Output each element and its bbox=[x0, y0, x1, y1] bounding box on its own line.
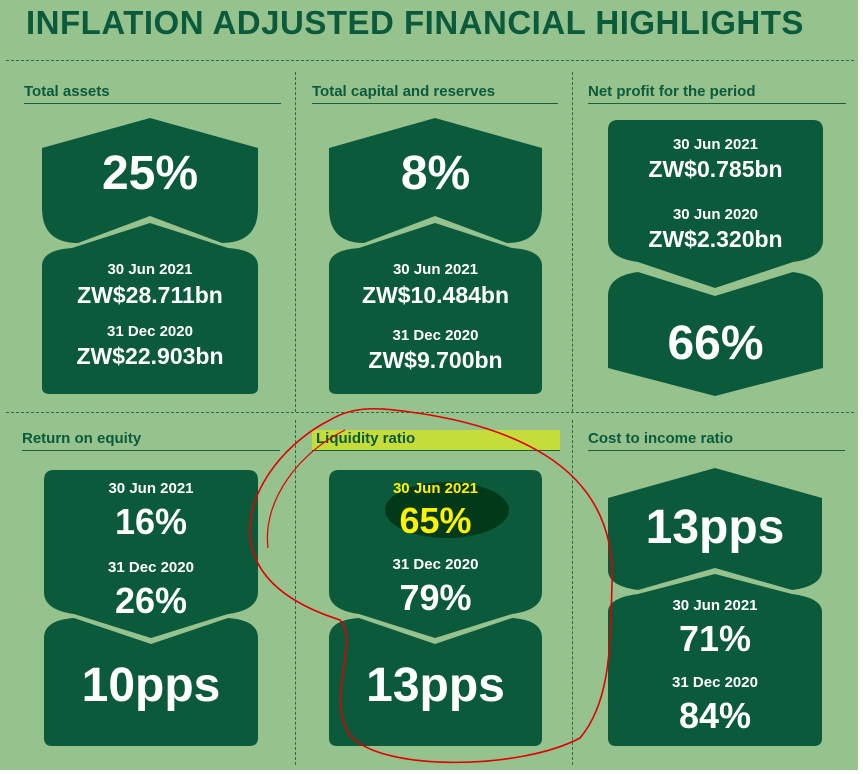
liquidity-value-2: 79% bbox=[399, 577, 472, 618]
roe-change: 10pps bbox=[81, 659, 221, 712]
liquidity-date-1: 30 Jun 2021 bbox=[392, 480, 479, 497]
total-assets-value-1: ZW$28.711bn bbox=[77, 282, 223, 308]
total-assets-shape bbox=[42, 118, 258, 394]
roe-label: Return on equity bbox=[22, 430, 280, 451]
roe-panel: 30 Jun 2021 16% 31 Dec 2020 26% 10pps bbox=[44, 470, 258, 746]
total-assets-value-2: ZW$22.903bn bbox=[76, 343, 224, 369]
liquidity-date-2: 31 Dec 2020 bbox=[392, 556, 479, 573]
divider-col-2-bottom bbox=[572, 420, 573, 765]
net-profit-date-1: 30 Jun 2021 bbox=[672, 136, 759, 153]
capital-panel: 8% 30 Jun 2021 ZW$10.484bn 31 Dec 2020 Z… bbox=[329, 118, 542, 396]
net-profit-value-2: ZW$2.320bn bbox=[648, 226, 783, 252]
net-profit-date-2: 30 Jun 2020 bbox=[672, 206, 759, 223]
total-assets-date-1: 30 Jun 2021 bbox=[107, 261, 193, 278]
cost-income-label: Cost to income ratio bbox=[588, 430, 845, 451]
net-profit-label: Net profit for the period bbox=[588, 83, 846, 104]
capital-value-1: ZW$10.484bn bbox=[362, 282, 509, 308]
divider-col-1-top bbox=[295, 72, 296, 412]
roe-value-1: 16% bbox=[114, 501, 188, 542]
cost-income-value-1: 71% bbox=[678, 618, 752, 659]
cost-income-panel: 13pps 30 Jun 2021 71% 31 Dec 2020 84% bbox=[608, 468, 822, 748]
total-assets-change: 25% bbox=[101, 147, 199, 200]
cost-income-date-1: 30 Jun 2021 bbox=[672, 597, 758, 614]
cost-income-value-2: 84% bbox=[678, 695, 752, 736]
page-title: INFLATION ADJUSTED FINANCIAL HIGHLIGHTS bbox=[26, 4, 804, 41]
capital-change: 8% bbox=[400, 147, 471, 200]
liquidity-change: 13pps bbox=[366, 659, 505, 712]
net-profit-change: 66% bbox=[667, 317, 764, 370]
cost-income-shape bbox=[608, 468, 822, 746]
liquidity-value-1: 65% bbox=[399, 500, 472, 541]
roe-date-2: 31 Dec 2020 bbox=[108, 559, 194, 576]
cost-income-change: 13pps bbox=[645, 501, 785, 554]
roe-date-1: 30 Jun 2021 bbox=[108, 480, 194, 497]
total-assets-date-2: 31 Dec 2020 bbox=[107, 323, 193, 340]
divider-col-1-bottom bbox=[295, 420, 296, 765]
net-profit-panel: 30 Jun 2021 ZW$0.785bn 30 Jun 2020 ZW$2.… bbox=[608, 120, 823, 396]
total-assets-label: Total assets bbox=[24, 83, 281, 104]
capital-shape bbox=[329, 118, 542, 394]
cost-income-date-2: 31 Dec 2020 bbox=[672, 674, 758, 691]
net-profit-value-1: ZW$0.785bn bbox=[648, 156, 783, 182]
capital-date-1: 30 Jun 2021 bbox=[392, 261, 479, 278]
divider-top bbox=[6, 60, 854, 61]
liquidity-label: Liquidity ratio bbox=[312, 430, 560, 451]
divider-middle bbox=[6, 412, 854, 413]
roe-value-2: 26% bbox=[114, 580, 188, 621]
capital-date-2: 31 Dec 2020 bbox=[392, 327, 479, 344]
total-assets-panel: 25% 30 Jun 2021 ZW$28.711bn 31 Dec 2020 … bbox=[42, 118, 258, 396]
roe-shape bbox=[44, 470, 258, 746]
divider-col-2-top bbox=[572, 72, 573, 412]
net-profit-shape bbox=[608, 120, 823, 396]
liquidity-panel: 30 Jun 2021 65% 31 Dec 2020 79% 13pps bbox=[329, 470, 542, 746]
capital-label: Total capital and reserves bbox=[312, 83, 558, 104]
capital-value-2: ZW$9.700bn bbox=[368, 347, 503, 373]
